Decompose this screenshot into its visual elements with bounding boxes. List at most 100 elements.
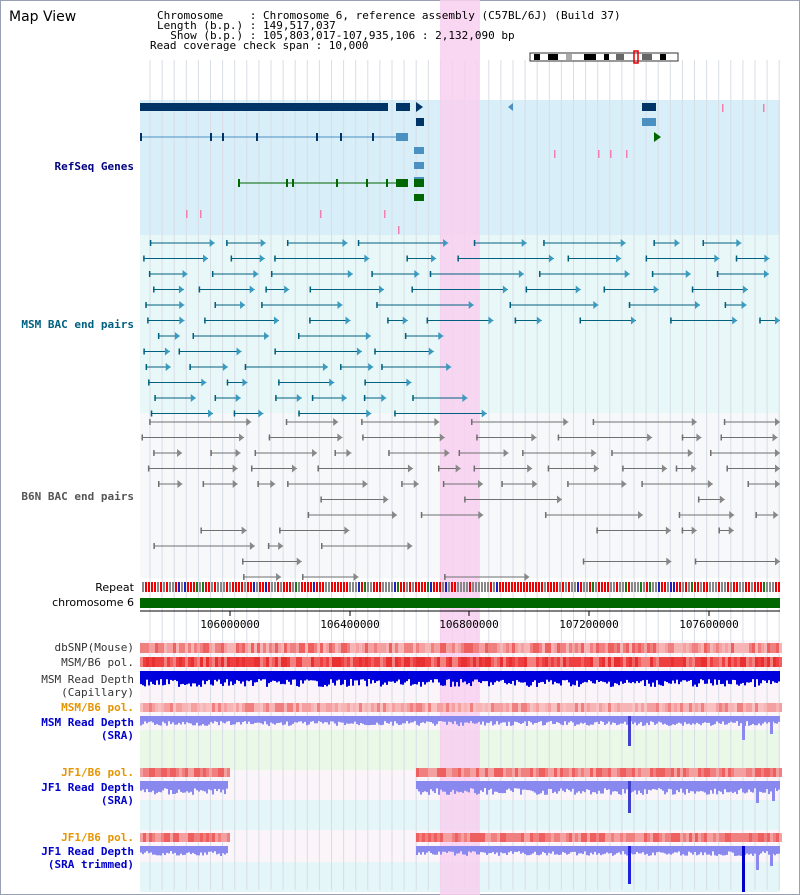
b6n-bac-end: [691, 526, 697, 535]
msm-b6-pol-strip: [197, 657, 200, 667]
track-label-b6n-bac[interactable]: B6N BAC end pairs: [21, 490, 134, 503]
b6n-bac-end: [473, 465, 476, 472]
msm-depth-sra-bar: [524, 716, 526, 722]
jf1-depth-trimmed-bar: [182, 846, 184, 856]
msm-depth-capillary-bar: [560, 671, 562, 686]
jf1-depth-trimmed-bar: [610, 846, 612, 854]
msm-depth-sra-bar: [770, 716, 773, 734]
axis-tick-label: 106000000: [200, 618, 260, 631]
msm-b6-pol-2-strip: [362, 703, 365, 712]
msm-bac-end: [201, 378, 207, 387]
msm-b6-pol-2-strip: [176, 703, 179, 712]
msm-depth-capillary-bar: [334, 671, 336, 686]
msm-b6-pol-strip: [284, 657, 287, 667]
b6n-bac-end: [501, 481, 503, 487]
repeat-element: [736, 582, 738, 592]
msm-depth-capillary-bar: [534, 671, 536, 681]
dbsnp-strip: [671, 643, 674, 653]
jf1-b6-pol-strip: [476, 768, 479, 777]
msm-b6-pol-2-strip: [191, 703, 194, 712]
msm-depth-sra-bar: [496, 716, 498, 722]
msm-depth-sra-bar: [204, 716, 206, 726]
repeat-element: [418, 582, 420, 592]
msm-depth-sra-bar: [424, 716, 426, 724]
msm-b6-pol-strip: [656, 657, 659, 667]
msm-depth-cap-line2: (Capillary): [61, 686, 134, 699]
jf1-b6-pol-2-strip: [491, 833, 494, 842]
jf1-b6-pol-strip: [599, 768, 602, 777]
msm-depth-sra-bar: [616, 716, 618, 726]
msm-bac-end: [182, 270, 188, 278]
repeat-element: [379, 582, 381, 592]
track-label-msm-bac[interactable]: MSM BAC end pairs: [21, 318, 134, 331]
msm-depth-capillary-bar: [366, 671, 368, 687]
repeat-element: [517, 582, 519, 592]
msm-depth-sra-bar: [480, 716, 482, 725]
b6n-bac-end: [320, 496, 322, 503]
jf1-b6-pol-2-strip: [431, 833, 434, 842]
jf1-depth-trimmed-bar: [544, 846, 546, 854]
dbsnp-strip: [155, 643, 158, 653]
jf1-b6-pol-2-strip: [494, 833, 497, 842]
dbsnp-strip: [254, 643, 257, 653]
msm-depth-capillary-bar: [716, 671, 718, 685]
jf1-b6-pol-2-strip: [224, 833, 227, 842]
dbsnp-strip: [431, 643, 434, 653]
dbsnp-strip: [452, 643, 455, 653]
jf1-b6-pol-strip: [662, 768, 665, 777]
jf1-b6-pol-strip: [158, 768, 161, 777]
dbsnp-strip: [284, 643, 287, 653]
msm-depth-sra-bar: [414, 716, 416, 722]
msm-depth-sra-bar: [602, 716, 604, 722]
dbsnp-strip: [353, 643, 356, 653]
msm-bac-end: [226, 379, 229, 386]
b6n-bac-end: [464, 496, 466, 503]
msm-depth-sra-bar: [672, 716, 674, 725]
jf1-depth-trimmed-bar: [434, 846, 436, 855]
jf1-depth-sra-bar: [170, 781, 172, 791]
b6n-bac-end: [302, 574, 304, 580]
msm-depth-capillary-bar: [548, 671, 550, 682]
jf1-b6-pol-2-strip: [545, 833, 548, 842]
jf1-depth-sra-bar: [494, 781, 496, 792]
track-label-refseq[interactable]: RefSeq Genes: [54, 160, 134, 173]
repeat-element: [532, 582, 534, 592]
b6n-bac-end: [681, 527, 684, 534]
jf1-b6-pol-strip: [719, 768, 722, 777]
msm-depth-capillary-bar: [604, 671, 606, 683]
repeat-element: [592, 582, 594, 592]
msm-depth-sra-bar: [598, 716, 600, 725]
msm-b6-pol-strip: [275, 657, 278, 667]
dbsnp-strip: [314, 643, 317, 653]
jf1-depth-trimmed-bar: [430, 846, 432, 853]
msm-b6-pol-strip: [527, 657, 530, 667]
msm-depth-capillary-bar: [666, 671, 668, 683]
msm-depth-capillary-bar: [312, 671, 314, 681]
jf1-depth-trimmed-bar: [142, 846, 144, 855]
msm-bac-end: [342, 239, 348, 247]
jf1-depth-sra-bar: [606, 781, 608, 791]
msm-bac-end: [443, 239, 449, 247]
dbsnp-strip: [383, 643, 386, 653]
msm-b6-pol-strip: [704, 657, 707, 667]
dbsnp-strip: [239, 643, 242, 653]
msm-depth-capillary-bar: [432, 671, 434, 683]
jf1-depth-sra-bar: [772, 781, 775, 801]
repeat-element: [595, 582, 597, 592]
repeat-element: [184, 582, 186, 592]
jf1-depth-trimmed-bar: [706, 846, 708, 855]
msm-bac-end: [473, 240, 476, 246]
dbsnp-strip: [221, 643, 224, 653]
jf1-b6-pol-2-strip: [191, 833, 194, 842]
b6n-bac-end: [470, 419, 473, 425]
msm-b6-pol-2-strip: [524, 703, 527, 712]
jf1-b6-pol-2-strip: [203, 833, 206, 842]
jf1-b6-pol-2-strip: [689, 833, 692, 842]
msm-depth-sra-bar: [188, 716, 190, 724]
dbsnp-strip: [398, 643, 401, 653]
msm-depth-sra-bar: [632, 716, 634, 725]
msm-depth-capillary-bar: [460, 671, 462, 680]
msm-depth-sra-bar: [622, 716, 624, 724]
jf1-b6-pol-strip: [155, 768, 158, 777]
